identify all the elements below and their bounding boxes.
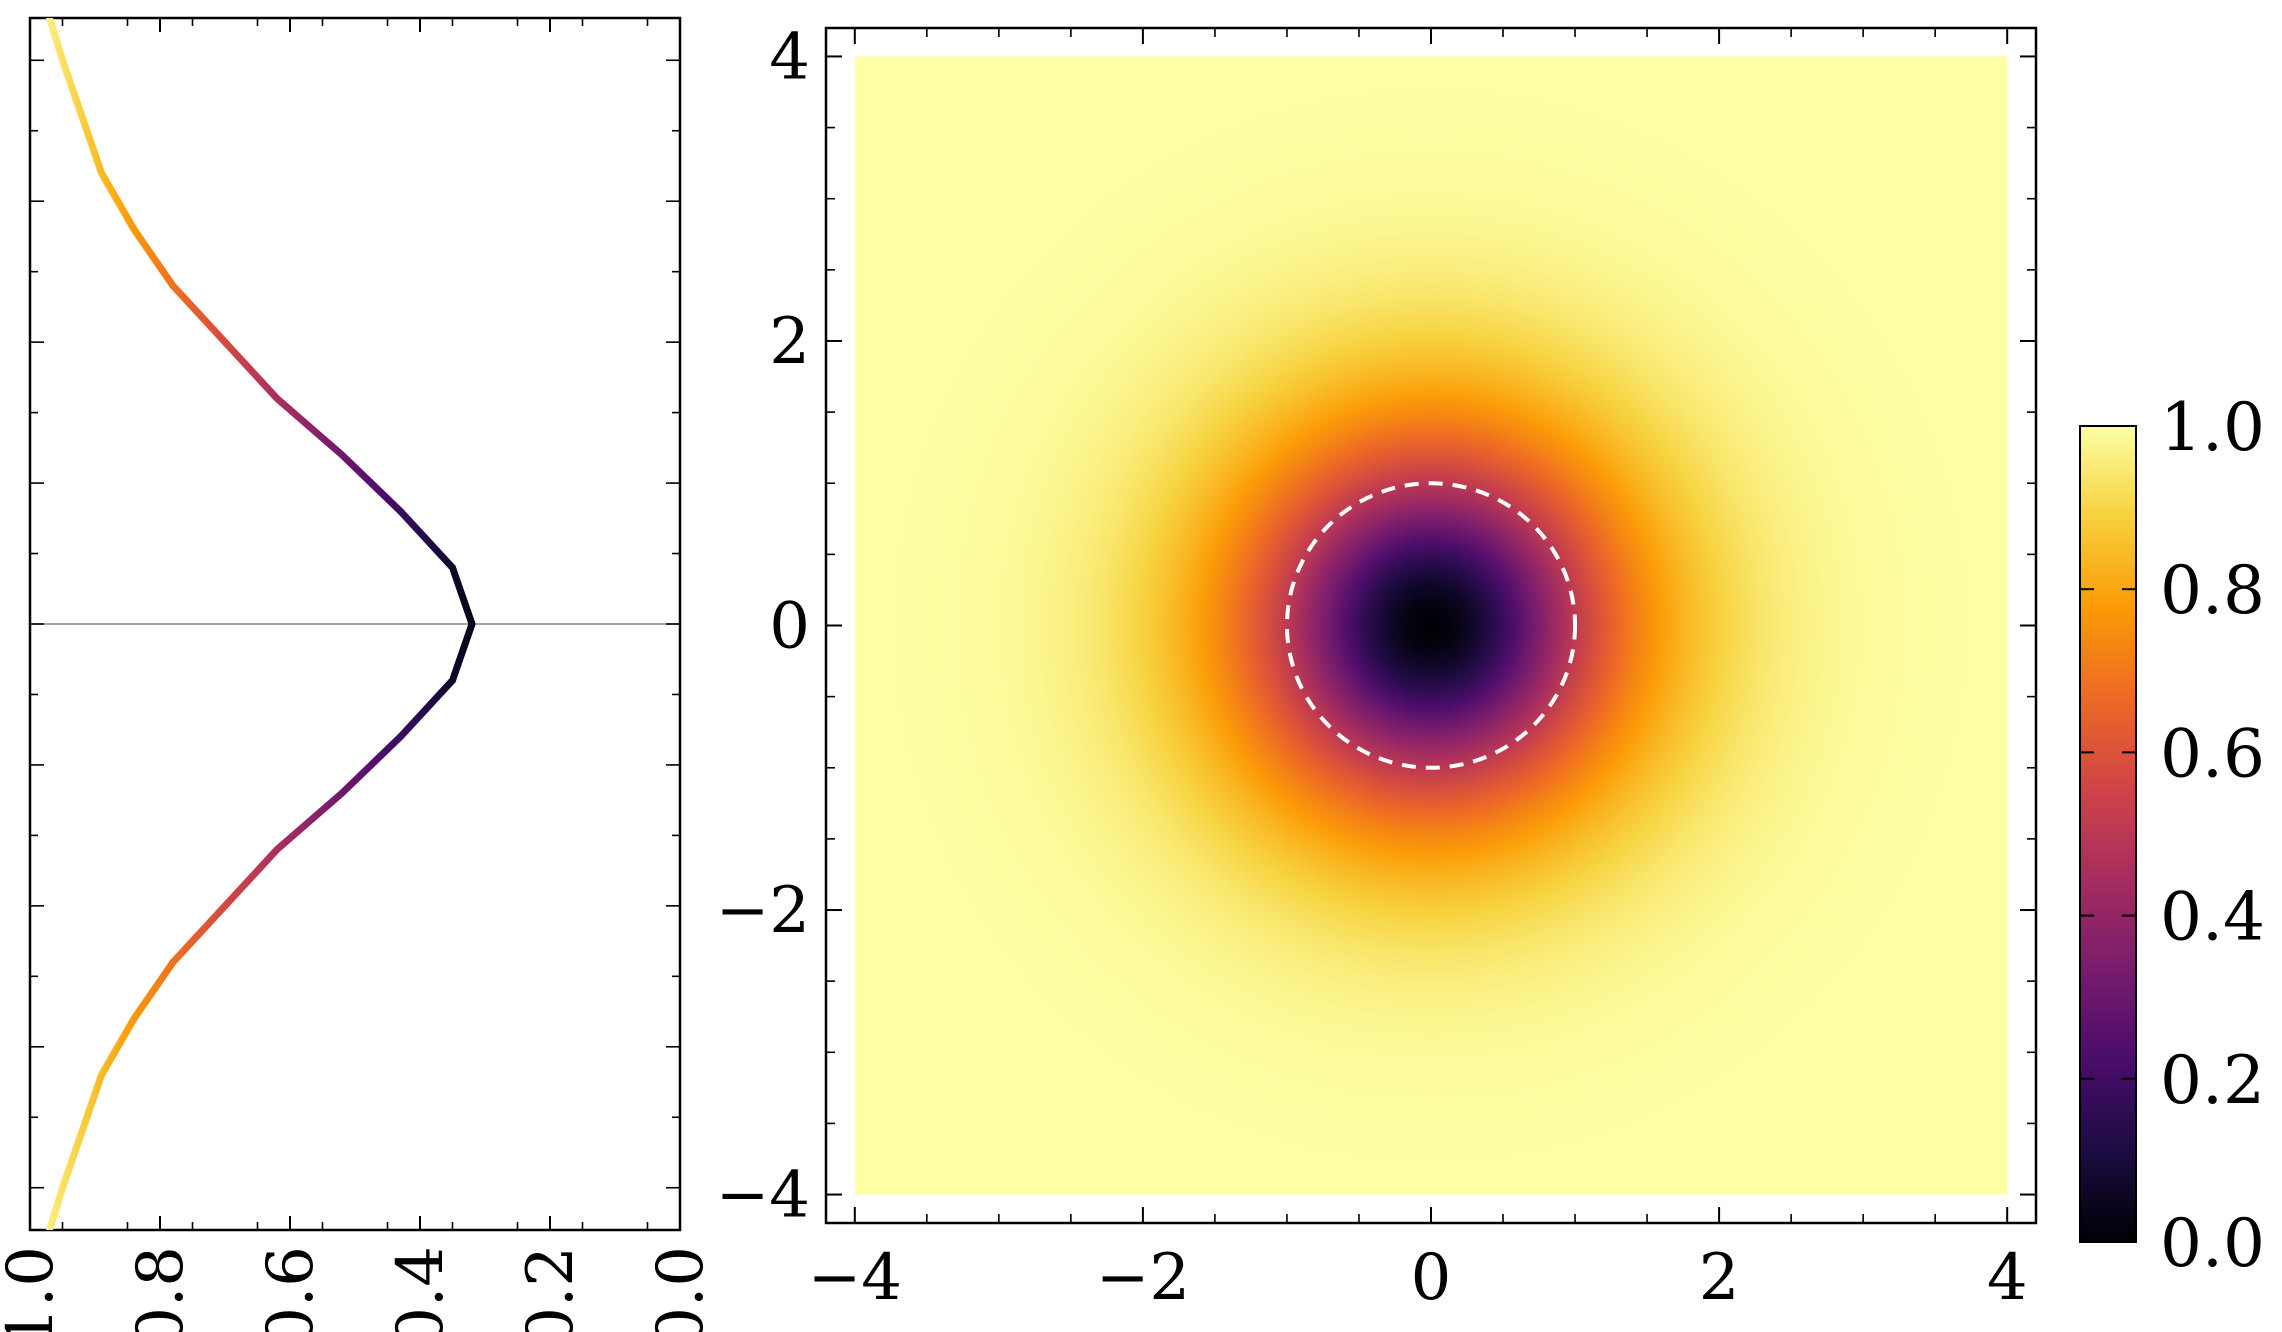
left-x-tick-label: 0.4 <box>384 1246 458 1332</box>
profile-curve <box>46 18 476 1230</box>
unit-circle-dashed <box>1284 481 1578 770</box>
left-x-tick-label: 0.0 <box>644 1246 718 1332</box>
heatmap-y-tick-label: 0 <box>769 590 810 664</box>
left-x-tick-labels: 1.0 0.8 0.6 0.4 0.2 0.0 <box>0 1246 718 1332</box>
left-x-tick-label: 0.2 <box>514 1246 588 1332</box>
colorbar-tick-labels: 0.0 0.2 0.4 0.6 0.8 1.0 <box>2160 389 2265 1282</box>
left-x-tick-label: 0.8 <box>124 1246 198 1332</box>
colorbar-tick-label: 0.0 <box>2160 1205 2265 1282</box>
colorbar-tick-label: 0.2 <box>2160 1042 2265 1119</box>
heatmap-x-tick-label: 4 <box>1987 1241 2028 1315</box>
heatmap-image <box>854 56 2008 1195</box>
colorbar-tick-label: 0.8 <box>2160 552 2265 629</box>
left-x-tick-label: 0.6 <box>254 1246 328 1332</box>
heatmap-y-tick-label: 2 <box>769 305 810 379</box>
heatmap-x-tick-label: −2 <box>1096 1241 1190 1315</box>
colorbar-tick-label: 0.6 <box>2160 715 2265 792</box>
left-profile-panel: 1.0 0.8 0.6 0.4 0.2 0.0 <box>0 16 718 1332</box>
left-x-ticks <box>29 18 681 1230</box>
heatmap-y-tick-label: −4 <box>716 1159 810 1233</box>
heatmap-x-tick-labels: −4 −2 0 2 4 <box>808 1241 2028 1315</box>
heatmap-x-tick-label: 2 <box>1699 1241 1740 1315</box>
heatmap-y-tick-label: 4 <box>769 20 810 94</box>
colorbar-tick-label: 1.0 <box>2160 389 2265 466</box>
colorbar: 0.0 0.2 0.4 0.6 0.8 1.0 <box>2079 389 2265 1282</box>
heatmap-ticks <box>826 28 2036 1223</box>
heatmap-y-tick-label: −2 <box>716 874 810 948</box>
heatmap-x-tick-label: −4 <box>808 1241 902 1315</box>
colorbar-strip <box>2079 425 2137 1243</box>
left-x-tick-label: 1.0 <box>0 1246 68 1332</box>
heatmap-panel: −4 −2 0 2 4 −4 −2 0 2 4 <box>716 20 2038 1315</box>
colorbar-ticks <box>2080 425 2136 1243</box>
heatmap-y-tick-labels: −4 −2 0 2 4 <box>716 20 810 1232</box>
heatmap-x-tick-label: 0 <box>1411 1241 1452 1315</box>
colorbar-tick-label: 0.4 <box>2160 879 2265 956</box>
